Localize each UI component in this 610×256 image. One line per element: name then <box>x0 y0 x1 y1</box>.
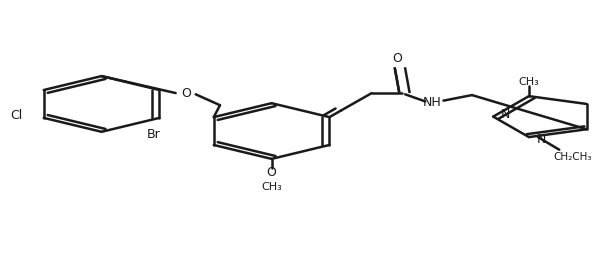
Text: NH: NH <box>423 96 442 109</box>
Text: CH₃: CH₃ <box>518 77 539 87</box>
Text: Cl: Cl <box>10 109 23 122</box>
Text: N: N <box>536 133 546 146</box>
Text: N: N <box>501 108 510 121</box>
Text: O: O <box>392 52 402 65</box>
Text: O: O <box>267 166 276 179</box>
Text: CH₃: CH₃ <box>261 182 282 192</box>
Text: O: O <box>182 87 192 100</box>
Text: Br: Br <box>146 128 160 141</box>
Text: CH₂CH₃: CH₂CH₃ <box>553 152 592 162</box>
